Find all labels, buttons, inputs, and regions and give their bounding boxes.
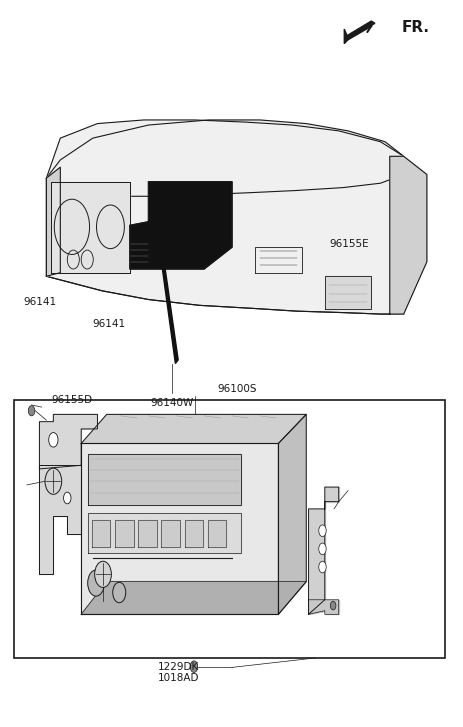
Polygon shape xyxy=(308,600,338,614)
Polygon shape xyxy=(278,414,306,614)
Circle shape xyxy=(28,406,35,416)
Text: 1018AD: 1018AD xyxy=(157,673,199,683)
Circle shape xyxy=(49,433,58,447)
Polygon shape xyxy=(46,120,403,314)
Text: 96100S: 96100S xyxy=(216,384,256,394)
Circle shape xyxy=(330,601,335,610)
Polygon shape xyxy=(46,120,403,196)
Circle shape xyxy=(94,561,111,587)
Text: FR.: FR. xyxy=(400,20,428,35)
Polygon shape xyxy=(207,520,226,547)
Text: 96155E: 96155E xyxy=(329,238,368,249)
Polygon shape xyxy=(39,414,97,469)
Circle shape xyxy=(45,468,62,494)
Circle shape xyxy=(113,582,125,603)
Polygon shape xyxy=(81,443,278,614)
Polygon shape xyxy=(51,182,130,273)
Polygon shape xyxy=(130,182,232,269)
Polygon shape xyxy=(161,520,180,547)
Text: 96141: 96141 xyxy=(23,297,56,307)
Polygon shape xyxy=(308,487,338,614)
Polygon shape xyxy=(389,156,426,314)
Polygon shape xyxy=(344,21,374,44)
Text: 1229DK: 1229DK xyxy=(158,662,199,672)
Circle shape xyxy=(63,492,71,504)
Polygon shape xyxy=(138,520,156,547)
Polygon shape xyxy=(162,269,178,364)
Polygon shape xyxy=(115,520,133,547)
Text: 96140W: 96140W xyxy=(150,398,193,409)
Circle shape xyxy=(318,525,325,537)
Polygon shape xyxy=(92,520,110,547)
Polygon shape xyxy=(184,520,203,547)
Polygon shape xyxy=(88,513,241,553)
Polygon shape xyxy=(324,276,370,309)
Text: 96155D: 96155D xyxy=(51,395,92,405)
Bar xyxy=(14,400,444,658)
Polygon shape xyxy=(39,465,81,574)
Circle shape xyxy=(88,570,104,596)
Polygon shape xyxy=(81,582,306,614)
Circle shape xyxy=(190,661,197,672)
Circle shape xyxy=(318,561,325,573)
Circle shape xyxy=(318,543,325,555)
Text: 96141: 96141 xyxy=(92,318,125,329)
Polygon shape xyxy=(81,414,306,443)
Polygon shape xyxy=(46,167,60,276)
Polygon shape xyxy=(88,454,241,505)
